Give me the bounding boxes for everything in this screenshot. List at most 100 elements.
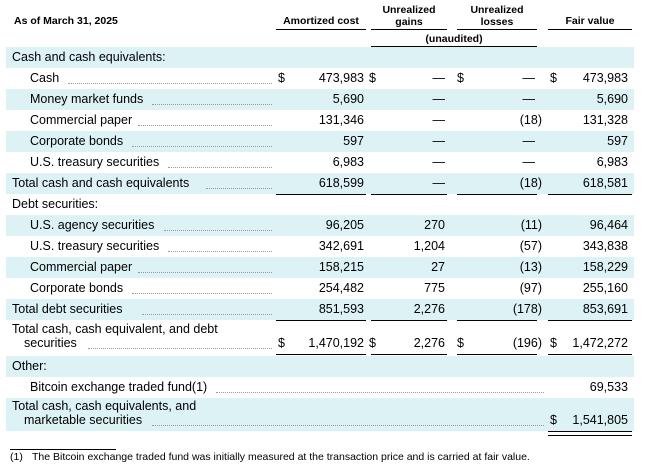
total-rule — [371, 194, 447, 195]
row-label: U.S. agency securities — [30, 218, 155, 232]
table-row-total-marketable: Total cash, cash equivalents, and market… — [6, 398, 634, 431]
currency-sign: $ — [369, 71, 376, 85]
unrealized-gains-value: — — [432, 155, 446, 169]
row-label: Total cash, cash equivalent, and debt se… — [12, 322, 218, 355]
fair-value-value: 1,472,272 — [572, 336, 628, 350]
fair-value-value: 853,691 — [582, 302, 628, 316]
section-cash-equivalents-row: Cash and cash equivalents: — [6, 47, 634, 68]
fair-value-value: 6,983 — [596, 155, 628, 169]
fair-value-header-rule — [548, 29, 632, 30]
table-row-commercial-paper-debt: Commercial paper 158,215 27 (13) 158,229 — [6, 257, 634, 278]
unrealized-losses-value: (196) — [512, 336, 542, 350]
row-label: Cash and cash equivalents: — [12, 50, 166, 64]
row-label-line2: securities — [24, 336, 77, 350]
amortized-cost-header: Amortized cost — [283, 15, 359, 27]
unrealized-gains-value: 27 — [431, 260, 445, 274]
amortized-cost-value: 851,593 — [318, 302, 364, 316]
dot-leader — [216, 392, 544, 393]
fair-value-value: 473,983 — [582, 71, 628, 85]
total-rule — [548, 320, 632, 321]
row-label: Cash — [30, 71, 60, 85]
fair-value-value: 1,541,805 — [572, 413, 628, 427]
currency-sign: $ — [457, 336, 464, 350]
fair-value-header: Fair value — [565, 15, 615, 27]
row-label: Total cash, cash equivalents, and market… — [12, 399, 196, 432]
currency-sign: $ — [550, 413, 557, 427]
dot-leader — [132, 293, 272, 294]
table-row-money-market: Money market funds 5,690 — — 5,690 — [6, 89, 634, 110]
unrealized-gains-value: — — [432, 71, 446, 85]
table-row-cash: Cash $ 473,983 $ — $ — $ 473,983 — [6, 68, 634, 89]
amortized-cost-value: 96,205 — [325, 218, 364, 232]
grand-total-double-rule — [548, 431, 632, 436]
dot-leader — [152, 425, 544, 426]
table-row-total-cash-equivalents: Total cash and cash equivalents 618,599 … — [6, 173, 634, 194]
unrealized-gains-value: 2,276 — [413, 336, 445, 350]
fair-value-value: 158,229 — [582, 260, 628, 274]
unrealized-gains-value: 775 — [424, 281, 445, 295]
total-rule — [457, 320, 537, 321]
unrealized-losses-value: — — [522, 71, 536, 85]
fair-value-value: 618,581 — [582, 176, 628, 190]
total-rule — [548, 194, 632, 195]
unrealized-losses-value: — — [522, 155, 536, 169]
amortized-cost-value: 6,983 — [332, 155, 364, 169]
footnote: (1) The Bitcoin exchange traded fund was … — [10, 450, 530, 464]
amortized-cost-value: 1,470,192 — [308, 336, 364, 350]
unrealized-gains-header: Unrealized gains — [382, 4, 436, 28]
fair-value-value: 96,464 — [589, 218, 628, 232]
table-row-corporate-bonds: Corporate bonds 597 — — 597 — [6, 131, 634, 152]
amortized-cost-value: 618,599 — [318, 176, 364, 190]
unrealized-gains-value: 1,204 — [413, 239, 445, 253]
row-label: Corporate bonds — [30, 281, 124, 295]
row-label: Commercial paper — [30, 260, 133, 274]
row-label: Total cash and cash equivalents — [12, 176, 190, 190]
footnote-number: (1) — [10, 451, 23, 463]
table-row-us-treasury: U.S. treasury securities 6,983 — — 6,983 — [6, 152, 634, 173]
currency-sign: $ — [457, 71, 464, 85]
unrealized-gains-value: — — [432, 92, 446, 106]
fair-value-value: 255,160 — [582, 281, 628, 295]
fair-value-value: 131,328 — [582, 113, 628, 127]
dot-leader — [168, 167, 272, 168]
dot-leader — [142, 314, 272, 315]
unrealized-gains-value: 270 — [424, 218, 445, 232]
unrealized-losses-header-rule — [457, 29, 537, 30]
row-label: Other: — [12, 359, 47, 373]
section-debt-securities-row: Debt securities: — [6, 194, 634, 215]
dot-leader — [68, 83, 272, 84]
unrealized-losses-value: (18) — [519, 176, 542, 190]
amortized-cost-value: 473,983 — [318, 71, 364, 85]
table-row-total-debt: Total debt securities 851,593 2,276 (178… — [6, 299, 634, 320]
total-rule — [276, 320, 366, 321]
total-rule — [457, 194, 537, 195]
table-row-bitcoin-etf: Bitcoin exchange traded fund(1) 69,533 — [6, 377, 634, 398]
table-row-us-agency: U.S. agency securities 96,205 270 (11) 9… — [6, 215, 634, 236]
unrealized-losses-value: (178) — [512, 302, 542, 316]
as-of-date-header: As of March 31, 2025 — [14, 15, 118, 27]
dot-leader — [164, 230, 272, 231]
currency-sign: $ — [369, 336, 376, 350]
fair-value-value: 597 — [607, 134, 628, 148]
fair-value-value: 343,838 — [582, 239, 628, 253]
amortized-cost-value: 342,691 — [318, 239, 364, 253]
currency-sign: $ — [278, 336, 285, 350]
row-label: Debt securities: — [12, 197, 99, 211]
table-row-commercial-paper: Commercial paper 131,346 — (18) 131,328 — [6, 110, 634, 131]
unrealized-gains-value: — — [432, 113, 446, 127]
fair-value-value: 5,690 — [596, 92, 628, 106]
unaudited-note: (unaudited) — [425, 33, 483, 45]
amortized-cost-value: 5,690 — [332, 92, 364, 106]
dot-leader — [152, 104, 272, 105]
unrealized-losses-value: (97) — [519, 281, 542, 295]
dot-leader — [88, 348, 272, 349]
fair-value-value: 69,533 — [589, 380, 628, 394]
row-label-line1: Total cash, cash equivalent, and debt — [12, 322, 218, 336]
row-label: Commercial paper — [30, 113, 133, 127]
total-rule — [276, 194, 366, 195]
row-label: Corporate bonds — [30, 134, 124, 148]
total-rule — [371, 320, 447, 321]
row-label: Money market funds — [30, 92, 144, 106]
row-label: Total debt securities — [12, 302, 123, 316]
table-row-us-treasury-debt: U.S. treasury securities 342,691 1,204 (… — [6, 236, 634, 257]
